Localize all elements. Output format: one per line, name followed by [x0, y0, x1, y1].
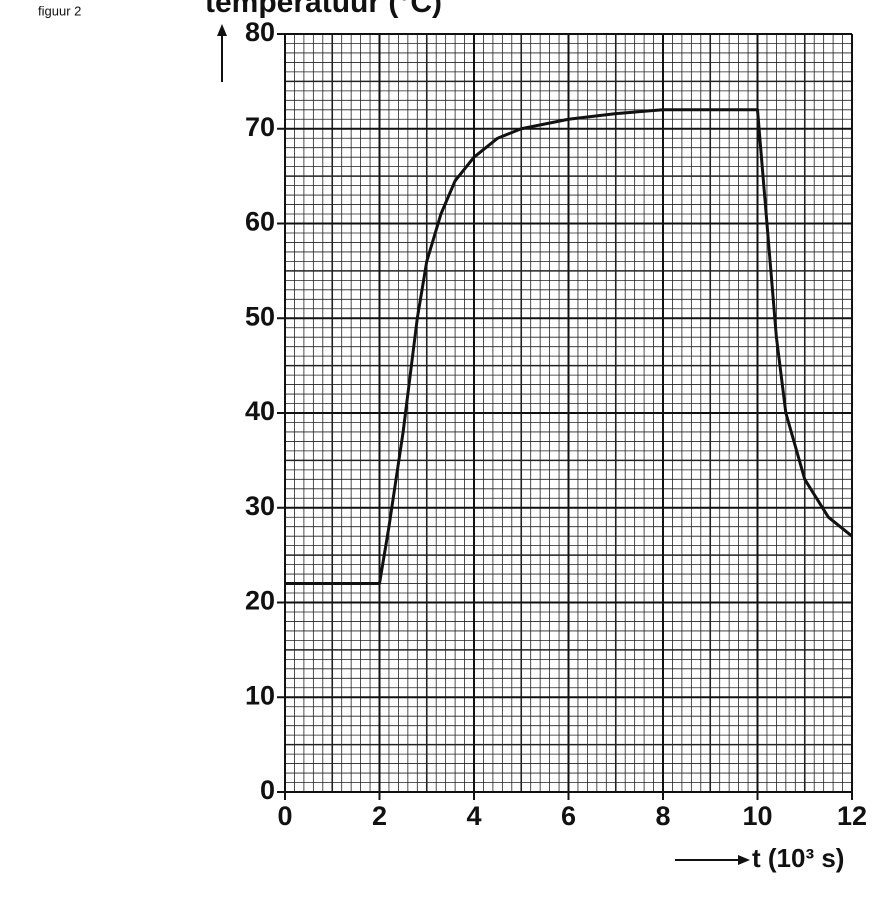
- x-tick-label: 2: [372, 801, 387, 831]
- data-line: [285, 108, 853, 586]
- x-tick-label: 4: [466, 801, 481, 831]
- y-tick-label: 50: [245, 301, 275, 331]
- figure-label: figuur 2: [38, 3, 81, 18]
- x-tick-label: 10: [742, 801, 772, 831]
- x-tick-label: 0: [277, 801, 292, 831]
- y-tick-label: 40: [245, 396, 275, 426]
- y-tick-label: 80: [245, 17, 275, 47]
- y-axis-label: temperatuur (°C): [205, 0, 442, 19]
- x-tick-label: 8: [655, 801, 670, 831]
- y-tick-label: 60: [245, 207, 275, 237]
- y-tick-label: 20: [245, 586, 275, 616]
- x-tick-label: 12: [837, 801, 867, 831]
- y-tick-label: 70: [245, 112, 275, 142]
- y-tick-label: 10: [245, 680, 275, 710]
- x-tick-label: 6: [561, 801, 576, 831]
- y-tick-label: 0: [260, 775, 275, 805]
- y-tick-label: 30: [245, 491, 275, 521]
- x-axis-arrow-head: [738, 855, 750, 865]
- y-axis-arrow-head: [217, 24, 227, 36]
- x-axis-label: t (10³ s): [752, 843, 844, 873]
